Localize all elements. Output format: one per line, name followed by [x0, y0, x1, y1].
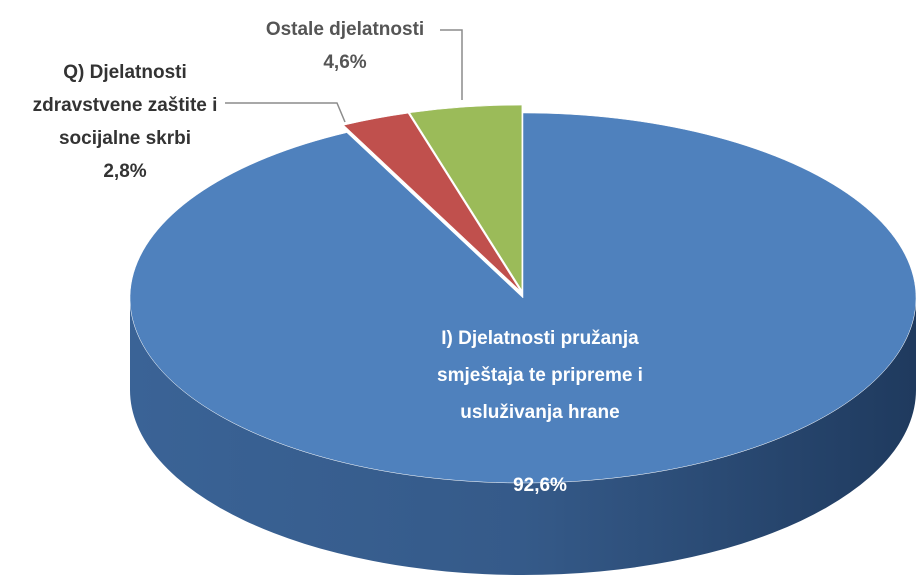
slice: [409, 104, 523, 291]
slice: [129, 112, 917, 484]
value-label: 92,6%: [513, 475, 567, 496]
slice-side: [130, 298, 916, 575]
value-label: 4,6%: [323, 52, 367, 73]
slice-label: Ostale djelatnosti: [265, 19, 425, 40]
leader-line: [225, 102, 346, 123]
leader-line: [440, 29, 463, 100]
slice-label: Q) Djelatnosti zdravstvene zaštite i soc…: [32, 62, 218, 149]
value-label: 2,8%: [103, 161, 147, 182]
slice: [343, 112, 521, 291]
slice-label: I) Djelatnosti pružanja smještaja te pri…: [437, 328, 643, 423]
